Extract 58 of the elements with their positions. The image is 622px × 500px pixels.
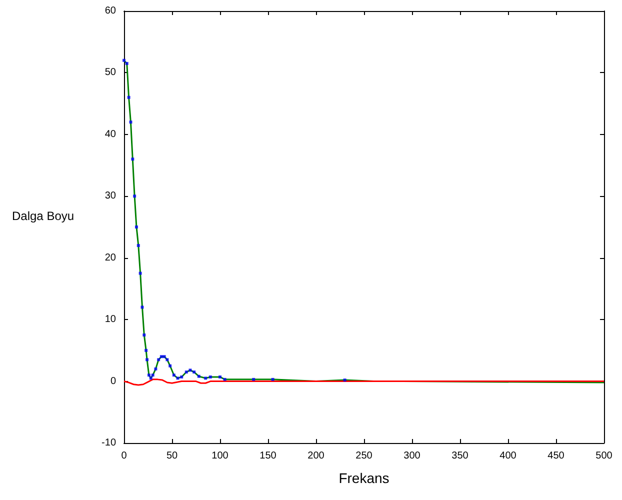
point [172,374,176,377]
point [122,58,126,62]
y-tick-label: 60 [104,6,116,16]
x-tick-label: 0 [121,450,128,462]
point [144,348,148,352]
point [147,374,150,377]
point [142,334,146,336]
point [188,368,192,372]
y-tick-label: 0 [110,376,116,387]
point [140,306,144,309]
point [204,376,208,380]
x-tick-label: 450 [548,450,565,462]
y-tick-label: 50 [104,67,116,78]
point [131,158,134,161]
point [166,358,169,362]
point [184,370,188,374]
x-tick-label: 250 [356,450,373,462]
point [180,375,184,378]
point [162,355,166,358]
y-tick-label: 20 [104,252,116,264]
point [125,62,128,65]
point [154,367,158,370]
y-tick-label: 40 [104,128,116,140]
y-axis-title: Dalga Boyu [12,209,74,223]
point [157,358,160,362]
point [168,364,172,368]
point [197,374,200,378]
x-tick-label: 400 [500,450,517,462]
point [208,375,212,378]
x-tick-label: 500 [596,450,613,462]
x-tick-label: 150 [260,450,277,462]
point [252,378,256,381]
point [146,358,149,362]
x-tick-label: 200 [308,450,325,462]
y-tick-label: 10 [104,314,116,326]
point [271,378,274,381]
x-tick-label: 350 [452,450,469,462]
point [133,194,136,198]
point [218,375,222,378]
point [223,378,226,381]
point [138,272,142,275]
y-tick-label: -10 [102,438,116,448]
x-tick-label: 300 [404,450,421,462]
x-tick-label: 100 [212,450,229,462]
point [343,378,346,382]
point [192,370,196,374]
point [134,226,138,228]
point [149,376,152,380]
point [129,120,132,124]
line-series [123,60,605,384]
point [127,96,130,99]
x-tick-label: 50 [166,450,178,462]
x-axis-title: Frekans [338,470,390,486]
point [136,244,140,248]
y-tick-label: 30 [104,190,116,202]
point [151,374,154,377]
point [160,355,163,358]
point [176,376,180,380]
